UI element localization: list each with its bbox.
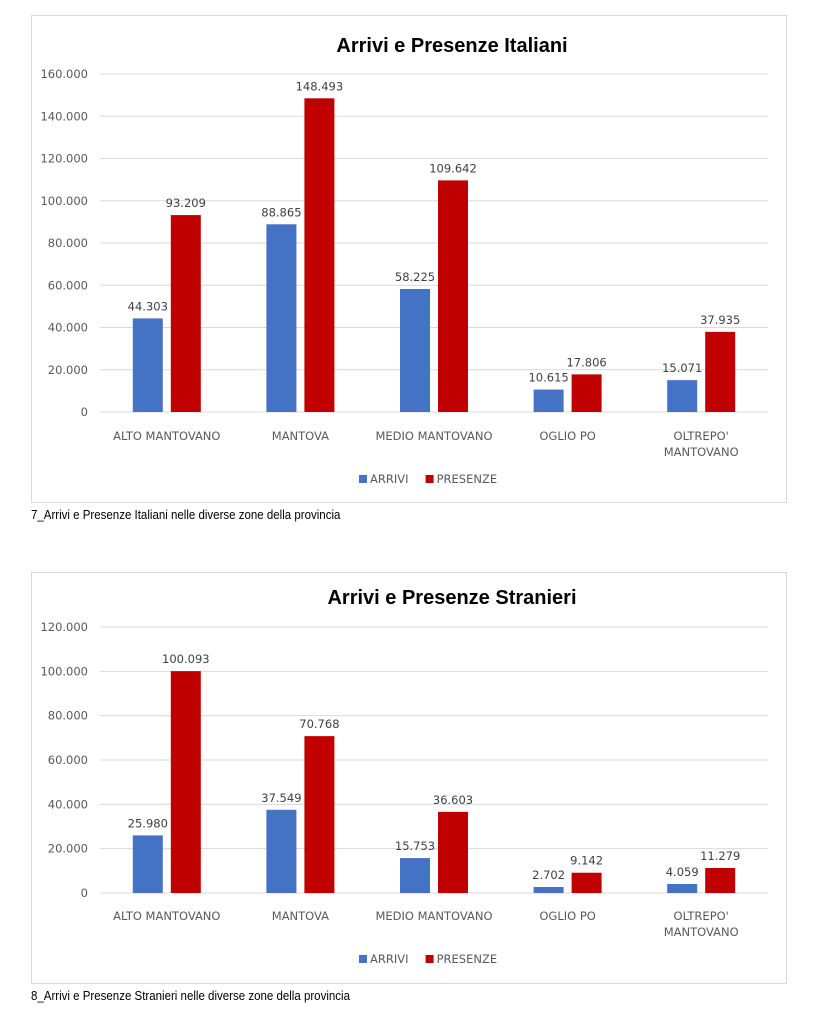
data-label: 4.059 [666, 865, 699, 879]
chart-frame-italiani [31, 15, 787, 503]
bar-arrivi [400, 858, 430, 893]
data-label: 25.980 [128, 816, 168, 830]
data-label: 93.209 [166, 196, 206, 210]
data-label: 44.303 [128, 299, 168, 313]
y-tick-label: 120.000 [40, 152, 88, 166]
chart-frame-stranieri [31, 572, 787, 984]
data-label: 2.702 [532, 868, 565, 882]
category-label: MANTOVA [272, 429, 329, 443]
y-tick-label: 100.000 [40, 194, 88, 208]
legend-label-presenze: PRESENZE [437, 472, 498, 486]
data-label: 37.549 [261, 791, 301, 805]
chart-title: Arrivi e Presenze Stranieri [327, 587, 576, 609]
bar-presenze [571, 872, 602, 893]
bar-arrivi [266, 809, 297, 893]
caption-italiani: 7_Arrivi e Presenze Italiani nelle diver… [31, 508, 341, 522]
legend-swatch-arrivi [359, 955, 367, 963]
bar-presenze [438, 180, 468, 412]
bar-presenze [705, 331, 736, 412]
y-tick-label: 80.000 [48, 236, 88, 250]
bar-arrivi [132, 835, 163, 893]
bar-presenze [170, 215, 201, 412]
bar-arrivi [400, 288, 430, 412]
category-label: MANTOVANO [664, 445, 739, 459]
category-label: MEDIO MANTOVANO [375, 909, 492, 923]
data-label: 11.279 [700, 849, 740, 863]
bar-arrivi [132, 318, 163, 412]
data-label: 36.603 [433, 793, 473, 807]
data-label: 148.493 [296, 79, 344, 93]
data-label: 58.225 [395, 270, 435, 284]
caption-stranieri: 8_Arrivi e Presenze Stranieri nelle dive… [31, 989, 350, 1003]
bar-presenze [571, 374, 602, 412]
category-label: MEDIO MANTOVANO [375, 429, 492, 443]
category-label: MANTOVA [272, 909, 329, 923]
category-label: ALTO MANTOVANO [113, 909, 220, 923]
category-label: OLTREPO' [674, 429, 729, 443]
bar-arrivi [266, 224, 297, 412]
legend-label-arrivi: ARRIVI [370, 472, 409, 486]
y-tick-label: 0 [81, 405, 88, 419]
bar-presenze [705, 867, 736, 893]
bar-presenze [438, 811, 468, 893]
legend-swatch-arrivi [359, 475, 367, 483]
chart-title: Arrivi e Presenze Italiani [336, 35, 567, 57]
bar-presenze [304, 98, 335, 413]
y-tick-label: 20.000 [48, 842, 88, 856]
y-tick-label: 100.000 [40, 664, 88, 678]
data-label: 109.642 [429, 161, 477, 175]
data-label: 70.768 [299, 717, 339, 731]
y-tick-label: 80.000 [48, 709, 88, 723]
y-tick-label: 140.000 [40, 109, 88, 123]
category-label: MANTOVANO [664, 925, 739, 939]
data-label: 15.071 [662, 361, 702, 375]
bar-presenze [304, 736, 335, 893]
legend-label-arrivi: ARRIVI [370, 952, 409, 966]
y-tick-label: 40.000 [48, 797, 88, 811]
bar-presenze [170, 671, 201, 893]
data-label: 88.865 [261, 205, 301, 219]
legend-label-presenze: PRESENZE [437, 952, 498, 966]
y-tick-label: 60.000 [48, 753, 88, 767]
category-label: OGLIO PO [539, 429, 595, 443]
data-label: 10.615 [528, 371, 568, 385]
category-label: ALTO MANTOVANO [113, 429, 220, 443]
y-tick-label: 20.000 [48, 363, 88, 377]
data-label: 17.806 [566, 355, 606, 369]
bar-arrivi [667, 884, 698, 893]
data-label: 37.935 [700, 313, 740, 327]
y-tick-label: 120.000 [40, 620, 88, 634]
y-tick-label: 160.000 [40, 67, 88, 81]
bar-arrivi [667, 380, 698, 412]
y-tick-label: 60.000 [48, 278, 88, 292]
category-label: OLTREPO' [674, 909, 729, 923]
legend-swatch-presenze [425, 475, 434, 483]
data-label: 9.142 [570, 854, 603, 868]
bar-arrivi [533, 389, 564, 412]
y-tick-label: 40.000 [48, 321, 88, 335]
category-label: OGLIO PO [539, 909, 595, 923]
bar-arrivi [533, 887, 564, 893]
data-label: 15.753 [395, 839, 435, 853]
data-label: 100.093 [162, 652, 210, 666]
y-tick-label: 0 [81, 886, 88, 900]
legend-swatch-presenze [425, 955, 434, 963]
